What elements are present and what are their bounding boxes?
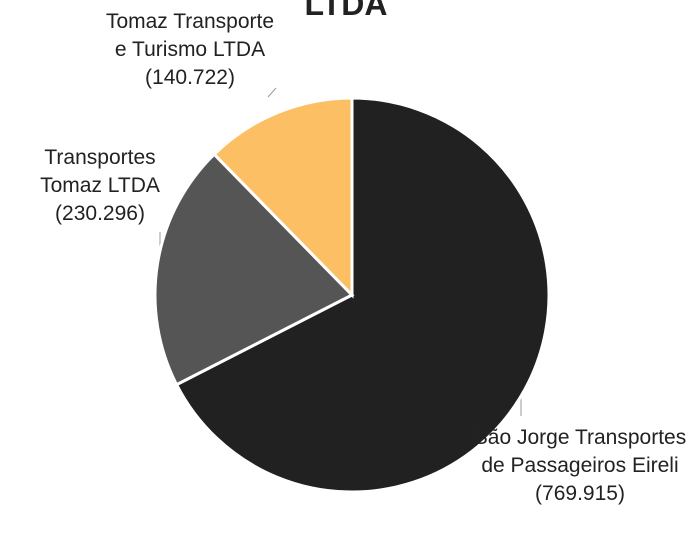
chart-title: LTDA [304,0,388,22]
pie-slice [212,96,354,299]
slice-value: (140.722) [145,66,235,89]
leader-line [267,87,277,98]
slice-name: Tomaz Transporte e Turismo LTDA [105,10,275,61]
slice-name: Transportes Tomaz LTDA [40,146,160,197]
slice-value: (230.296) [55,202,145,225]
pie-slice [153,152,355,387]
slice-label: Transportes Tomaz LTDA (230.296) [20,144,180,228]
slice-label: Tomaz Transporte e Turismo LTDA (140.722… [100,8,280,92]
slice-value: (769.915) [535,482,625,505]
slice-name: São Jorge Transportes de Passageiros Eir… [473,426,687,477]
pie-slice [174,96,551,494]
slice-label: São Jorge Transportes de Passageiros Eir… [470,424,690,508]
